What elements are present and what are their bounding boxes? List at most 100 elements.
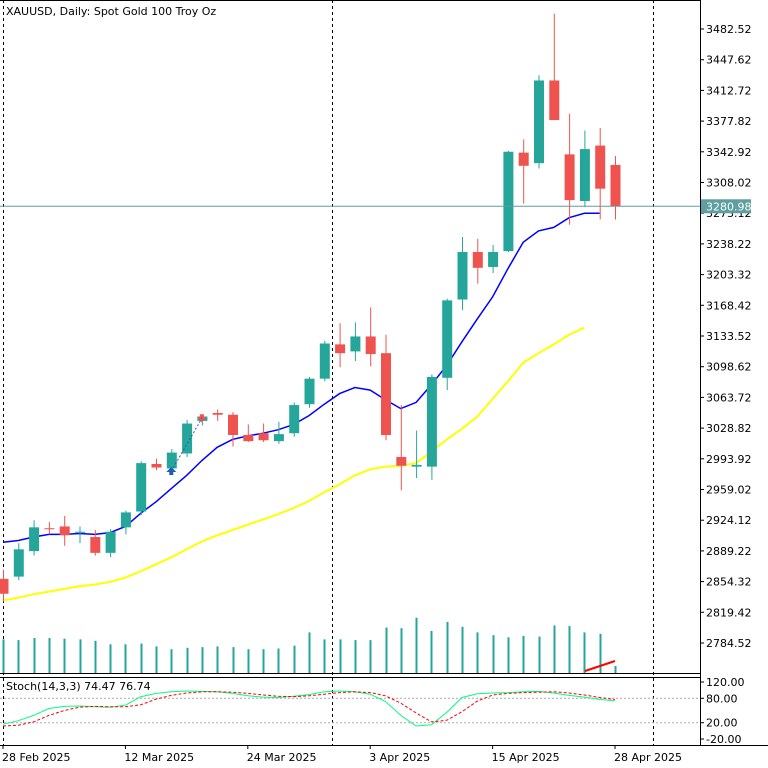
price-tick-label: 2819.42 [706,606,752,619]
candle [105,529,116,558]
price-tick-label: 3168.42 [706,299,752,312]
candle-body [243,434,254,442]
candle-body [442,300,453,378]
candle-body [136,463,147,512]
candle-body [610,164,621,207]
candle-body [426,376,437,467]
candle-body [90,537,101,553]
stoch-tick-label: 80.00 [706,692,738,705]
candle [488,244,499,274]
candlesticks [0,13,621,602]
candle-body [182,423,193,454]
stochastic-subwindow[interactable]: 120.00 80.00 20.00 -20.00 [0,676,745,746]
candle [365,307,376,367]
candle-body [457,252,468,300]
candle [243,424,254,443]
candle-body [59,526,70,536]
candle [151,458,162,471]
candle-body [273,434,284,442]
candle [518,139,529,204]
price-tick-label: 3203.32 [706,269,752,282]
candle-body [472,252,483,268]
price-tick-label: 3308.02 [706,177,752,190]
ma-slow-line [2,326,585,602]
candle [120,510,131,535]
price-tick-label: 3063.72 [706,391,752,404]
stoch-signal-line [2,691,616,727]
candle-body [304,378,315,405]
candle-body [350,336,361,352]
candle [273,421,284,444]
candle-body [151,464,162,468]
candle [595,127,606,220]
price-tick-label: 3028.82 [706,422,752,435]
candle [534,75,544,169]
candle [564,113,575,225]
time-tick-label: 24 Mar 2025 [247,751,317,764]
candle [381,334,391,441]
candle [442,298,453,391]
stoch-main-line [2,690,616,727]
candle-body [44,528,55,530]
candle [610,156,621,220]
candle [549,13,560,121]
candle [0,569,9,602]
candle [335,323,346,368]
candle [258,423,269,443]
price-axis[interactable]: 3482.52 3447.62 3412.72 3377.82 3342.92 3308.… [700,23,752,650]
price-tick-label: 3133.52 [706,330,752,343]
price-tick-label: 2854.32 [706,576,752,589]
price-tick-label: 2784.52 [706,637,752,650]
chart-title: XAUUSD, Daily: Spot Gold 100 Troy Oz [6,5,216,18]
candle [182,420,193,457]
time-tick-label: 15 Apr 2025 [492,751,560,764]
candle-body [75,531,85,533]
price-tick-label: 2993.92 [706,453,752,466]
candle-body [579,149,590,201]
volume-histogram [2,617,617,673]
candle-body [564,154,575,201]
moving-averages [2,212,600,602]
candle [289,402,300,437]
candle-body [319,343,330,379]
stochastic-label: Stoch(14,3,3) 74.47 76.74 [6,680,151,693]
candle-body [166,452,177,469]
trade-markers [166,414,207,476]
candle [44,522,55,535]
volume-signal-line [584,660,616,672]
stoch-tick-label: -20.00 [706,733,741,746]
candle-body [120,512,131,528]
candle [90,529,101,556]
candle [75,526,85,544]
price-tick-label: 3447.62 [706,54,752,67]
stoch-tick-label: 120.00 [706,676,745,689]
candle [411,430,422,479]
period-separators [3,0,654,745]
candle [472,238,483,284]
chart-frame [0,0,768,746]
candle [212,409,223,421]
candle [228,412,238,447]
candle-body [0,578,9,594]
price-tick-label: 2924.12 [706,514,752,527]
candle [503,150,514,253]
time-tick-label: 28 Feb 2025 [2,751,70,764]
candle-body [13,549,24,577]
time-tick-label: 3 Apr 2025 [369,751,430,764]
price-tick-label: 3412.72 [706,84,752,97]
candle-body [518,152,529,166]
time-tick-label: 12 Mar 2025 [124,751,194,764]
price-tick-label: 3238.22 [706,238,752,251]
candle [13,543,24,581]
candle-body [549,80,560,121]
price-tick-label: 3342.92 [706,146,752,159]
candle [396,405,407,491]
price-tick-label: 3098.62 [706,361,752,374]
candle [579,130,590,208]
candle [29,520,40,556]
time-axis[interactable]: 28 Feb 2025 12 Mar 2025 24 Mar 2025 3 Apr 2… [2,745,682,764]
price-tick-label: 3482.52 [706,23,752,36]
ma-fast-line [2,212,600,544]
